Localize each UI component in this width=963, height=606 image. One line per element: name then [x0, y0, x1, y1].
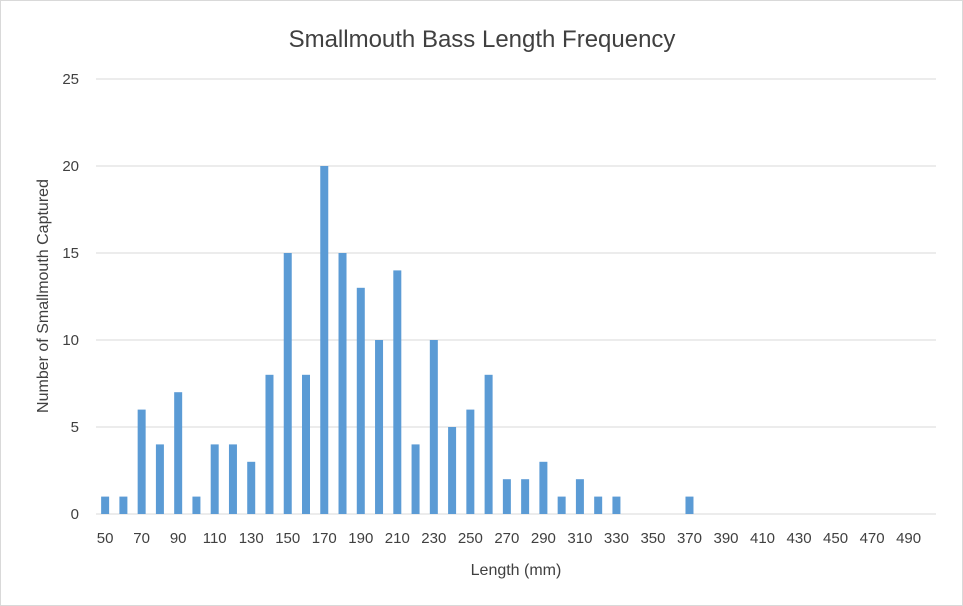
x-tick-label: 230	[421, 530, 446, 547]
x-tick-label: 130	[239, 530, 264, 547]
chart-title: Smallmouth Bass Length Frequency	[289, 26, 676, 53]
y-axis-title: Number of Smallmouth Captured	[35, 179, 52, 413]
bar-270	[502, 479, 511, 514]
bar-370	[685, 496, 694, 514]
bars	[101, 166, 694, 514]
x-tick-label: 170	[312, 530, 337, 547]
bar-310	[575, 479, 584, 514]
bar-300	[557, 496, 566, 514]
bar-60	[119, 496, 128, 514]
bar-140	[265, 374, 274, 514]
x-axis-title: Length (mm)	[471, 562, 562, 579]
bar-230	[429, 340, 438, 514]
x-tick-label: 450	[823, 530, 848, 547]
bar-160	[302, 374, 310, 514]
bar-50	[101, 496, 110, 514]
bar-330	[612, 496, 621, 514]
bar-320	[594, 496, 603, 514]
y-axis-ticks: 0 5 10 15 20 25	[62, 71, 79, 523]
gridlines	[96, 78, 936, 515]
bar-90	[174, 392, 183, 514]
y-tick-label: 5	[71, 419, 79, 436]
y-tick-label: 20	[62, 158, 79, 175]
x-tick-label: 50	[97, 530, 114, 547]
x-tick-label: 430	[787, 530, 812, 547]
bar-130	[247, 461, 256, 514]
x-tick-label: 370	[677, 530, 702, 547]
bar-290	[539, 461, 548, 514]
x-tick-label: 330	[604, 530, 629, 547]
x-tick-label: 310	[567, 530, 592, 547]
y-tick-label: 15	[62, 245, 79, 262]
x-tick-label: 190	[348, 530, 373, 547]
x-tick-label: 350	[640, 530, 665, 547]
bar-80	[155, 444, 164, 514]
bar-210	[393, 270, 402, 514]
bar-70	[137, 409, 146, 514]
x-tick-label: 210	[385, 530, 410, 547]
bar-260	[484, 374, 493, 514]
bar-120	[228, 444, 237, 514]
bar-200	[375, 340, 384, 514]
bar-170	[320, 166, 329, 514]
x-tick-label: 110	[203, 530, 227, 547]
x-tick-label: 410	[750, 530, 775, 547]
y-tick-label: 25	[62, 71, 79, 88]
x-tick-label: 150	[275, 530, 300, 547]
bar-280	[521, 479, 530, 514]
bar-180	[338, 253, 347, 514]
bar-190	[356, 287, 365, 514]
x-tick-label: 390	[713, 530, 738, 547]
x-tick-label: 290	[531, 530, 556, 547]
x-tick-label: 250	[458, 530, 483, 547]
bar-100	[192, 496, 201, 514]
bar-250	[466, 409, 475, 514]
x-axis-ticks: 50 70 90 110 130 150 170 190 210 230 250 270 290 310 3…	[97, 530, 921, 547]
bar-240	[448, 427, 457, 514]
y-tick-label: 10	[62, 332, 79, 349]
x-tick-label: 90	[170, 530, 187, 547]
y-tick-label: 0	[71, 506, 79, 523]
x-tick-label: 470	[860, 530, 885, 547]
x-tick-label: 490	[896, 530, 921, 547]
x-tick-label: 70	[133, 530, 150, 547]
bar-110	[210, 444, 219, 514]
bar-220	[411, 444, 420, 514]
x-tick-label: 270	[494, 530, 519, 547]
bar-150	[283, 253, 292, 514]
